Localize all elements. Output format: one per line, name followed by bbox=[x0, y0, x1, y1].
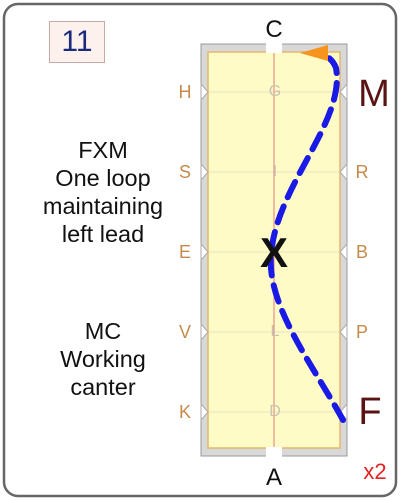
description-line: MC bbox=[84, 318, 122, 344]
arena-letter-left: S bbox=[178, 162, 192, 182]
arena-letter-left: V bbox=[178, 322, 192, 342]
arena-letter-right-m: M bbox=[358, 73, 390, 115]
arena-letter-center: D bbox=[269, 403, 281, 420]
riding-path bbox=[267, 50, 346, 423]
description-line: canter bbox=[70, 374, 136, 400]
arena-letter-bottom: A bbox=[265, 464, 283, 491]
arena-letter-top: C bbox=[265, 16, 283, 43]
description-line: Working bbox=[60, 346, 146, 372]
gate-a bbox=[266, 447, 282, 458]
repeat-multiplier: x2 bbox=[363, 459, 387, 484]
arena-letter-left: H bbox=[178, 82, 192, 102]
arena-letter-right: P bbox=[355, 322, 369, 342]
movement-description-mc: MC Working canter bbox=[28, 317, 178, 401]
arena-letter-left: E bbox=[178, 242, 192, 262]
movement-description-fxm: FXM One loop maintaining left lead bbox=[28, 136, 178, 248]
arena-letter-center: G bbox=[268, 83, 282, 100]
description-line: FXM bbox=[78, 137, 128, 163]
arena-letter-right: B bbox=[355, 242, 369, 262]
side-markers bbox=[200, 82, 348, 422]
path-arrow bbox=[300, 45, 328, 61]
arena-letter-right-f: F bbox=[358, 391, 382, 433]
exercise-number: 11 bbox=[49, 21, 105, 63]
arena-letter-center: I bbox=[272, 163, 278, 180]
arena-letter-center: L bbox=[270, 323, 280, 340]
arena-letter-left: K bbox=[178, 402, 192, 422]
description-line: left lead bbox=[61, 221, 145, 247]
description-line: maintaining bbox=[42, 193, 164, 219]
crossing-mark: X bbox=[259, 229, 289, 276]
arena-letter-right: R bbox=[355, 162, 369, 182]
description-line: One loop bbox=[55, 165, 151, 191]
gate-c bbox=[266, 42, 282, 53]
